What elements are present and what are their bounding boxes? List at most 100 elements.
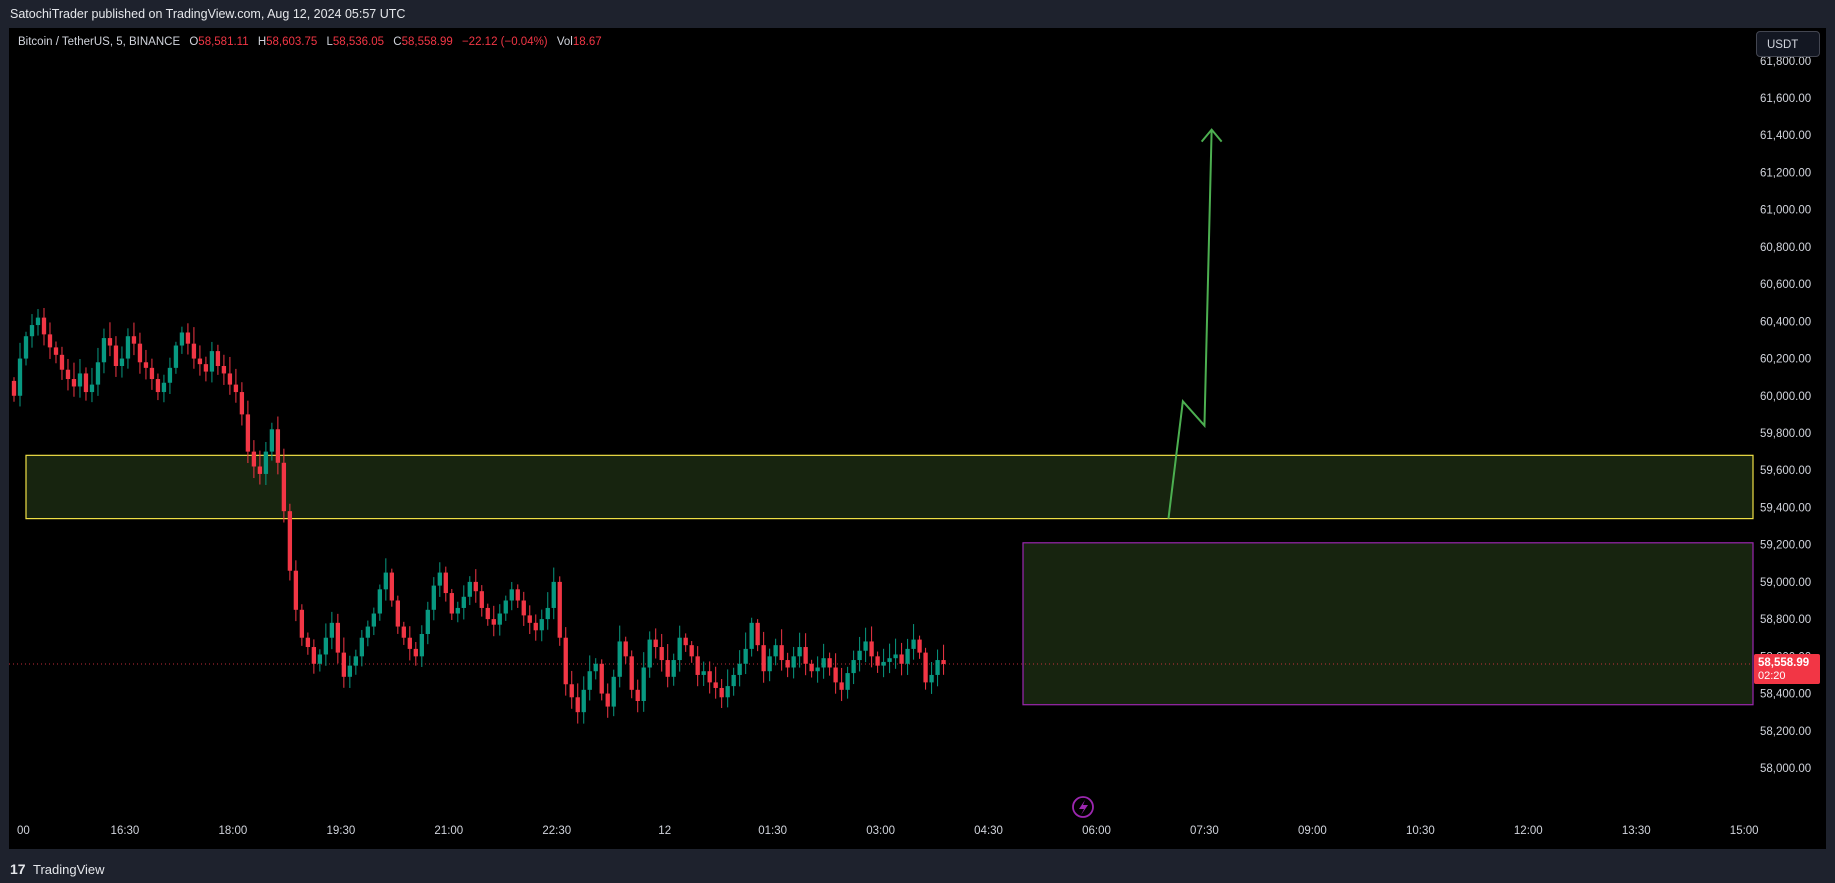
x-tick-label: 22:30: [542, 825, 571, 837]
candle-body: [749, 622, 754, 649]
open-label: O: [189, 36, 199, 48]
y-tick-label: 60,200.00: [1760, 354, 1811, 366]
candle-body: [107, 338, 113, 346]
candle-body: [923, 652, 928, 683]
candle-body: [335, 622, 341, 653]
candle-body: [581, 689, 586, 713]
x-tick-label: 10:30: [1406, 825, 1435, 837]
candle-body: [839, 682, 844, 690]
candle-body: [401, 626, 406, 638]
y-tick-label: 59,800.00: [1760, 428, 1811, 440]
candle-body: [419, 634, 424, 657]
candle-body: [149, 367, 155, 380]
candle-body: [431, 585, 436, 610]
candle-body: [851, 660, 856, 674]
candle-body: [875, 656, 880, 666]
candle-body: [341, 652, 347, 677]
y-tick-label: 58,800.00: [1760, 614, 1811, 626]
candle-body: [617, 641, 622, 677]
symbol-name[interactable]: Bitcoin / TetherUS, 5, BINANCE: [18, 36, 181, 48]
low-label: L: [326, 36, 333, 48]
candle-body: [209, 351, 215, 372]
candle-body: [755, 622, 760, 646]
candle-body: [35, 317, 41, 326]
candle-body: [785, 660, 790, 668]
brand-name[interactable]: TradingView: [33, 862, 105, 877]
candle-body: [311, 647, 317, 664]
candle-body: [29, 325, 35, 337]
candle-body: [911, 639, 916, 649]
y-tick-label: 61,600.00: [1760, 93, 1811, 105]
demand-zone: [1022, 542, 1754, 706]
candle-body: [557, 581, 562, 638]
candle-body: [677, 637, 682, 661]
candle-body: [929, 674, 934, 683]
candle-body: [593, 663, 598, 672]
candle-body: [47, 334, 53, 348]
candlestick-chart[interactable]: 58,000.0058,200.0058,400.0058,600.0058,8…: [9, 28, 1826, 849]
candle-body: [281, 462, 287, 512]
candle-body: [779, 645, 784, 661]
y-tick-label: 61,800.00: [1760, 56, 1811, 68]
candle-body: [413, 648, 418, 657]
candle-body: [539, 619, 544, 631]
candle-body: [635, 689, 640, 701]
candle-body: [83, 373, 89, 393]
chart-canvas[interactable]: 58,000.0058,200.0058,400.0058,600.0058,8…: [9, 28, 1826, 849]
candle-body: [515, 589, 520, 601]
x-tick-label: 16:30: [111, 825, 140, 837]
candle-body: [863, 641, 868, 651]
candle-body: [743, 648, 748, 664]
candle-body: [395, 600, 400, 627]
y-tick-label: 59,000.00: [1760, 577, 1811, 589]
candle-body: [41, 317, 47, 335]
x-tick-label: 19:30: [326, 825, 355, 837]
candle-body: [941, 660, 946, 664]
volume-label: Vol: [556, 36, 573, 48]
candle-body: [545, 607, 550, 620]
candle-body: [647, 639, 652, 668]
candle-body: [383, 572, 388, 590]
candle-body: [407, 637, 412, 649]
candle-body: [731, 674, 736, 687]
lightning-icon: [1072, 796, 1094, 818]
y-tick-label: 61,000.00: [1760, 205, 1811, 217]
candle-body: [257, 466, 263, 474]
price-label-box: [1754, 653, 1820, 684]
candle-body: [113, 345, 119, 366]
x-tick-label: 01:30: [758, 825, 787, 837]
candle-body: [719, 687, 724, 698]
candle-body: [527, 615, 532, 623]
candle-body: [653, 639, 658, 648]
candle-body: [131, 336, 137, 344]
y-tick-label: 59,600.00: [1760, 465, 1811, 477]
candle-body: [701, 671, 706, 675]
y-tick-label: 58,200.00: [1760, 726, 1811, 738]
candle-body: [155, 379, 161, 393]
candle-body: [659, 647, 664, 661]
y-tick-label: 60,000.00: [1760, 391, 1811, 403]
candle-body: [23, 336, 29, 359]
candle-body: [821, 658, 826, 668]
candle-body: [305, 637, 311, 648]
candle-body: [803, 647, 808, 664]
y-tick-label: 59,400.00: [1760, 502, 1811, 514]
candle-body: [323, 637, 329, 655]
candle-body: [509, 589, 514, 601]
x-tick-label: 18:00: [219, 825, 248, 837]
ohlc-legend: Bitcoin / TetherUS, 5, BINANCE O58,581.1…: [18, 34, 602, 50]
candle-body: [443, 572, 448, 594]
x-tick-label: 03:00: [866, 825, 895, 837]
candle-body: [575, 697, 580, 713]
y-tick-label: 59,200.00: [1760, 540, 1811, 552]
candle-body: [809, 663, 814, 672]
tradingview-logo-icon[interactable]: 17: [10, 861, 26, 877]
candle-body: [665, 660, 670, 677]
candle-body: [917, 639, 922, 653]
volume-value: 18.67: [572, 36, 602, 48]
candle-body: [725, 686, 730, 698]
currency-button[interactable]: USDT: [1756, 31, 1820, 57]
candle-body: [269, 429, 275, 452]
candle-body: [707, 671, 712, 683]
candle-body: [173, 345, 179, 368]
